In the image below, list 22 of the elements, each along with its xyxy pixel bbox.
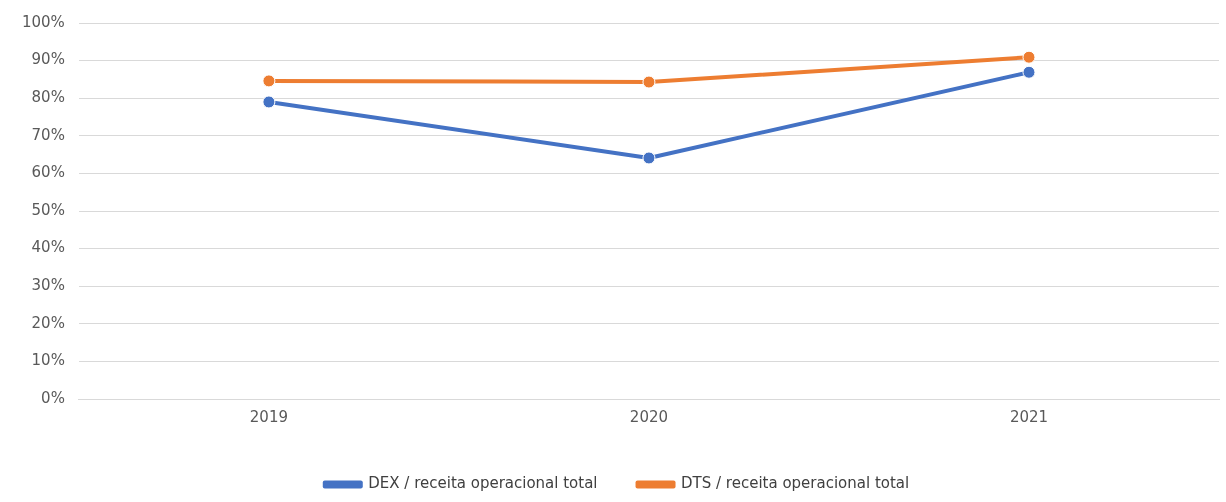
x-tick-label: 2019	[249, 407, 288, 426]
legend-label: DTS / receita operacional total	[681, 474, 910, 493]
y-tick-label: 60%	[31, 163, 65, 182]
point	[262, 74, 276, 88]
y-tick-label: 20%	[31, 313, 65, 332]
y-tick-label: 40%	[31, 238, 65, 257]
legend-label: DEX / receita operacional total	[368, 474, 598, 493]
point	[1022, 65, 1036, 79]
y-tick-label: 80%	[31, 88, 65, 107]
y-tick-label: 0%	[41, 388, 65, 407]
x-tick-label: 2020	[629, 407, 669, 426]
y-tick-label: 50%	[31, 200, 65, 219]
y-tick-label: 10%	[31, 351, 65, 370]
point	[1022, 50, 1036, 64]
x-tick-label: 2021	[1009, 407, 1049, 426]
y-tick-label: 90%	[31, 50, 65, 69]
y-tick-label: 100%	[21, 12, 65, 31]
y-tick-label: 30%	[31, 276, 65, 295]
point	[262, 95, 276, 109]
y-tick-label: 70%	[31, 125, 65, 144]
point	[642, 151, 656, 165]
point	[642, 75, 656, 89]
